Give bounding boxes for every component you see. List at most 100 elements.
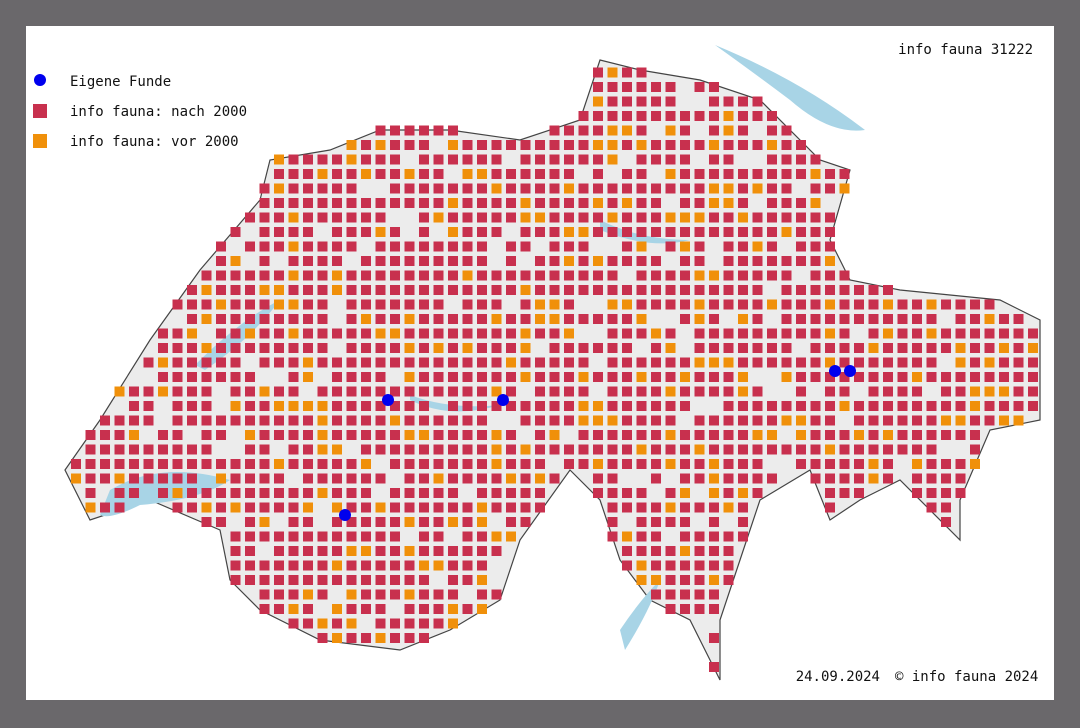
- record-square: [419, 212, 429, 223]
- record-square: [752, 183, 763, 194]
- record-square: [477, 444, 487, 455]
- record-square: [158, 430, 168, 440]
- record-square: [622, 328, 632, 339]
- record-square: [462, 198, 473, 208]
- record-square: [709, 314, 719, 324]
- record-square: [781, 328, 792, 339]
- record-square: [288, 502, 299, 513]
- record-square: [201, 299, 212, 310]
- record-square: [448, 488, 458, 498]
- record-square: [912, 314, 922, 324]
- record-square: [390, 517, 400, 527]
- record-square: [462, 314, 473, 324]
- record-square: [274, 343, 284, 353]
- record-square: [651, 459, 661, 469]
- record-square: [419, 372, 429, 382]
- record-square: [230, 372, 241, 382]
- record-square: [709, 270, 719, 281]
- record-square: [433, 372, 444, 382]
- record-square: [259, 285, 270, 295]
- record-square: [926, 473, 937, 484]
- record-square: [404, 401, 415, 411]
- record-square: [825, 314, 835, 324]
- record-square: [274, 502, 284, 513]
- record-square: [317, 618, 328, 629]
- record-square: [259, 270, 270, 281]
- record-square: [288, 618, 299, 629]
- record-square: [361, 604, 371, 614]
- record-square: [578, 430, 589, 440]
- record-square: [825, 227, 835, 237]
- record-square: [230, 415, 241, 426]
- record-square: [607, 256, 618, 266]
- record-square: [999, 343, 1009, 353]
- record-square: [375, 227, 386, 237]
- record-square: [738, 430, 748, 440]
- record-square: [506, 285, 516, 295]
- record-square: [549, 140, 560, 150]
- record-square: [390, 328, 400, 339]
- record-square: [926, 328, 937, 339]
- record-square: [665, 517, 676, 527]
- record-square: [781, 198, 792, 208]
- record-square: [100, 459, 110, 469]
- record-square: [622, 560, 632, 571]
- record-square: [346, 198, 357, 208]
- record-square: [912, 372, 922, 382]
- record-square: [1013, 372, 1024, 382]
- record-square: [564, 256, 574, 266]
- record-square: [738, 212, 748, 223]
- record-square: [651, 473, 661, 484]
- record-square: [926, 314, 937, 324]
- record-square: [868, 285, 879, 295]
- record-square: [375, 198, 386, 208]
- record-square: [970, 299, 980, 310]
- record-square: [941, 488, 951, 498]
- record-square: [259, 473, 270, 484]
- record-square: [854, 415, 864, 426]
- record-square: [462, 386, 473, 397]
- record-square: [752, 299, 763, 310]
- record-square: [955, 415, 966, 426]
- record-square: [158, 328, 168, 339]
- record-square: [752, 343, 763, 353]
- record-square: [245, 241, 255, 252]
- record-square: [288, 401, 299, 411]
- record-square: [419, 473, 429, 484]
- record-square: [607, 488, 618, 498]
- record-square: [709, 140, 719, 150]
- record-square: [955, 386, 966, 397]
- record-square: [361, 227, 371, 237]
- record-square: [172, 444, 183, 455]
- record-square: [680, 488, 690, 498]
- record-square: [520, 270, 531, 281]
- record-square: [622, 357, 632, 368]
- record-square: [665, 183, 676, 194]
- record-square: [477, 328, 487, 339]
- record-square: [506, 212, 516, 223]
- record-square: [288, 285, 299, 295]
- record-square: [433, 343, 444, 353]
- record-square: [665, 343, 676, 353]
- record-square: [85, 488, 96, 498]
- record-square: [390, 415, 400, 426]
- record-square: [477, 140, 487, 150]
- record-square: [593, 488, 603, 498]
- record-square: [390, 357, 400, 368]
- record-square: [535, 473, 545, 484]
- record-square: [448, 502, 458, 513]
- record-square: [912, 444, 922, 455]
- record-square: [288, 575, 299, 585]
- record-square: [114, 386, 125, 397]
- record-square: [578, 140, 589, 150]
- record-square: [738, 270, 748, 281]
- record-square: [404, 575, 415, 585]
- record-square: [375, 169, 386, 179]
- record-square: [564, 154, 574, 165]
- record-square: [332, 198, 342, 208]
- record-square: [839, 299, 850, 310]
- record-square: [926, 401, 937, 411]
- record-square: [375, 343, 386, 353]
- record-square: [216, 517, 226, 527]
- record-square: [143, 357, 154, 368]
